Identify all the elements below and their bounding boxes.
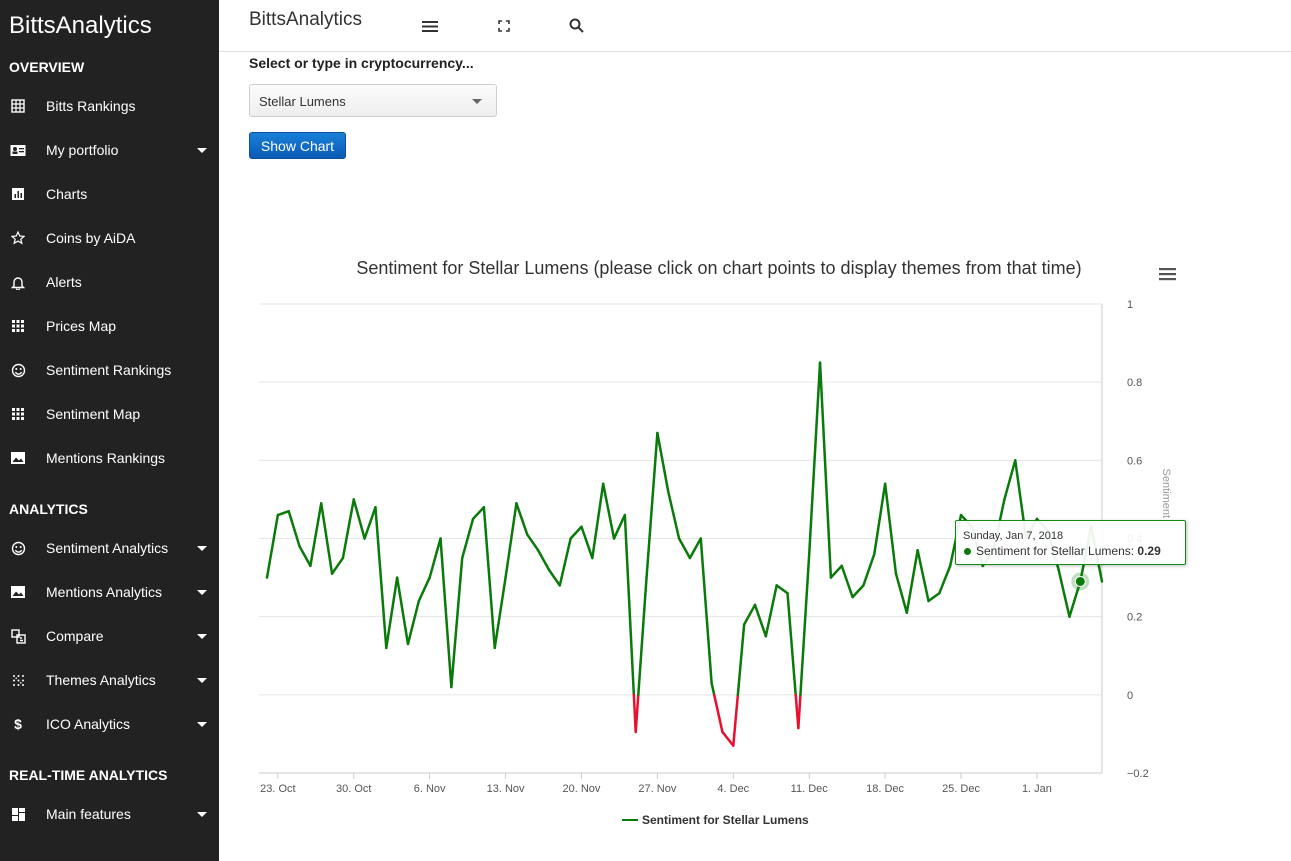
- sidebar-item-label: Sentiment Analytics: [46, 540, 169, 556]
- section-realtime-analytics: REAL-TIME ANALYTICS: [9, 767, 168, 783]
- sidebar-item-prices-map[interactable]: Prices Map: [0, 304, 219, 348]
- sidebar-item-label: Charts: [46, 186, 88, 202]
- sidebar-item-label: Main features: [46, 806, 131, 822]
- crypto-select-label: Select or type in cryptocurrency...: [249, 55, 474, 71]
- chevron-down-icon[interactable]: [197, 633, 207, 639]
- sidebar-item-label: Mentions Rankings: [46, 450, 166, 466]
- chart-context-menu-icon[interactable]: [1158, 266, 1178, 282]
- svg-text:$: $: [14, 717, 22, 732]
- sidebar-item-main-features[interactable]: Main features: [0, 792, 219, 836]
- dots-grid-icon: [9, 405, 27, 423]
- dollar-icon: $: [9, 715, 27, 733]
- sidebar-item-label: Themes Analytics: [46, 672, 156, 688]
- sidebar-item-label: Prices Map: [46, 318, 117, 334]
- sidebar-item-label: Sentiment Rankings: [46, 362, 172, 378]
- sidebar-item-label: Mentions Analytics: [46, 584, 162, 600]
- app-title: BittsAnalytics: [249, 9, 362, 30]
- sidebar-item-ico-analytics[interactable]: $ ICO Analytics: [0, 702, 219, 746]
- section-analytics: ANALYTICS: [9, 501, 88, 517]
- sidebar-item-label: Bitts Rankings: [46, 98, 136, 114]
- chart-tooltip: Sunday, Jan 7, 2018 Sentiment for Stella…: [955, 520, 1186, 565]
- sidebar-item-mentions-analytics[interactable]: Mentions Analytics: [0, 570, 219, 614]
- chevron-down-icon[interactable]: [197, 545, 207, 551]
- sidebar-item-label: Alerts: [46, 274, 82, 290]
- image-chart-icon: [9, 583, 27, 601]
- legend-label: Sentiment for Stellar Lumens: [642, 813, 809, 827]
- sidebar-item-label: My portfolio: [46, 142, 119, 158]
- brand-logo[interactable]: BittsAnalytics: [9, 12, 152, 39]
- dots-grid-icon: [9, 317, 27, 335]
- top-bar: BittsAnalytics: [219, 0, 1291, 52]
- sentiment-chart: Sentiment for Stellar Lumens (please cli…: [219, 240, 1291, 861]
- grid-icon: [9, 97, 27, 115]
- search-icon[interactable]: [567, 16, 587, 36]
- section-overview: OVERVIEW: [9, 59, 85, 75]
- dashboard-icon: [9, 805, 27, 823]
- sidebar-item-alerts[interactable]: Alerts: [0, 260, 219, 304]
- image-chart-icon: [9, 449, 27, 467]
- contact-card-icon: [9, 141, 27, 159]
- tooltip-series-name: Sentiment for Stellar Lumens:: [976, 544, 1138, 558]
- sidebar-item-sentiment-rankings[interactable]: Sentiment Rankings: [0, 348, 219, 392]
- menu-icon[interactable]: [420, 16, 440, 36]
- smiley-icon: [9, 361, 27, 379]
- chart-title: Sentiment for Stellar Lumens (please cli…: [356, 258, 1082, 278]
- sidebar-item-bitts-rankings[interactable]: Bitts Rankings: [0, 84, 219, 128]
- chevron-down-icon[interactable]: [197, 147, 207, 153]
- sidebar-item-label: Compare: [46, 628, 104, 644]
- sidebar-item-charts[interactable]: Charts: [0, 172, 219, 216]
- chevron-down-icon: [472, 99, 482, 104]
- sidebar-item-label: Sentiment Map: [46, 406, 141, 422]
- dots-scatter-icon: [9, 671, 27, 689]
- bar-chart-icon: [9, 185, 27, 203]
- bell-icon: [9, 273, 27, 291]
- show-chart-button[interactable]: Show Chart: [249, 132, 346, 159]
- legend-swatch: [622, 819, 638, 821]
- sidebar-item-mentions-rankings[interactable]: Mentions Rankings: [0, 436, 219, 480]
- chevron-down-icon[interactable]: [197, 677, 207, 683]
- fullscreen-icon[interactable]: [494, 16, 514, 36]
- sidebar-item-label: Coins by AiDA: [46, 230, 136, 246]
- chevron-down-icon[interactable]: [197, 589, 207, 595]
- crypto-select[interactable]: Stellar Lumens: [249, 84, 497, 117]
- tooltip-value: 0.29: [1137, 544, 1161, 558]
- sidebar-item-sentiment-map[interactable]: Sentiment Map: [0, 392, 219, 436]
- star-icon: [9, 229, 27, 247]
- sidebar-item-sentiment-analytics[interactable]: Sentiment Analytics: [0, 526, 219, 570]
- sidebar-item-compare[interactable]: Compare: [0, 614, 219, 658]
- sidebar-item-coins-by-aida[interactable]: Coins by AiDA: [0, 216, 219, 260]
- compare-icon: [9, 627, 27, 645]
- smiley-icon: [9, 539, 27, 557]
- sidebar-item-label: ICO Analytics: [46, 716, 131, 732]
- tooltip-date: Sunday, Jan 7, 2018: [963, 530, 1064, 542]
- chevron-down-icon[interactable]: [197, 811, 207, 817]
- sidebar: BittsAnalytics OVERVIEW ANALYTICS REAL-T…: [0, 0, 219, 861]
- sidebar-item-my-portfolio[interactable]: My portfolio: [0, 128, 219, 172]
- tooltip-series-text: Sentiment for Stellar Lumens: 0.29: [976, 544, 1161, 558]
- chevron-down-icon[interactable]: [197, 721, 207, 727]
- sidebar-item-themes-analytics[interactable]: Themes Analytics: [0, 658, 219, 702]
- tooltip-series-dot-icon: [964, 548, 971, 555]
- crypto-select-value: Stellar Lumens: [259, 94, 346, 109]
